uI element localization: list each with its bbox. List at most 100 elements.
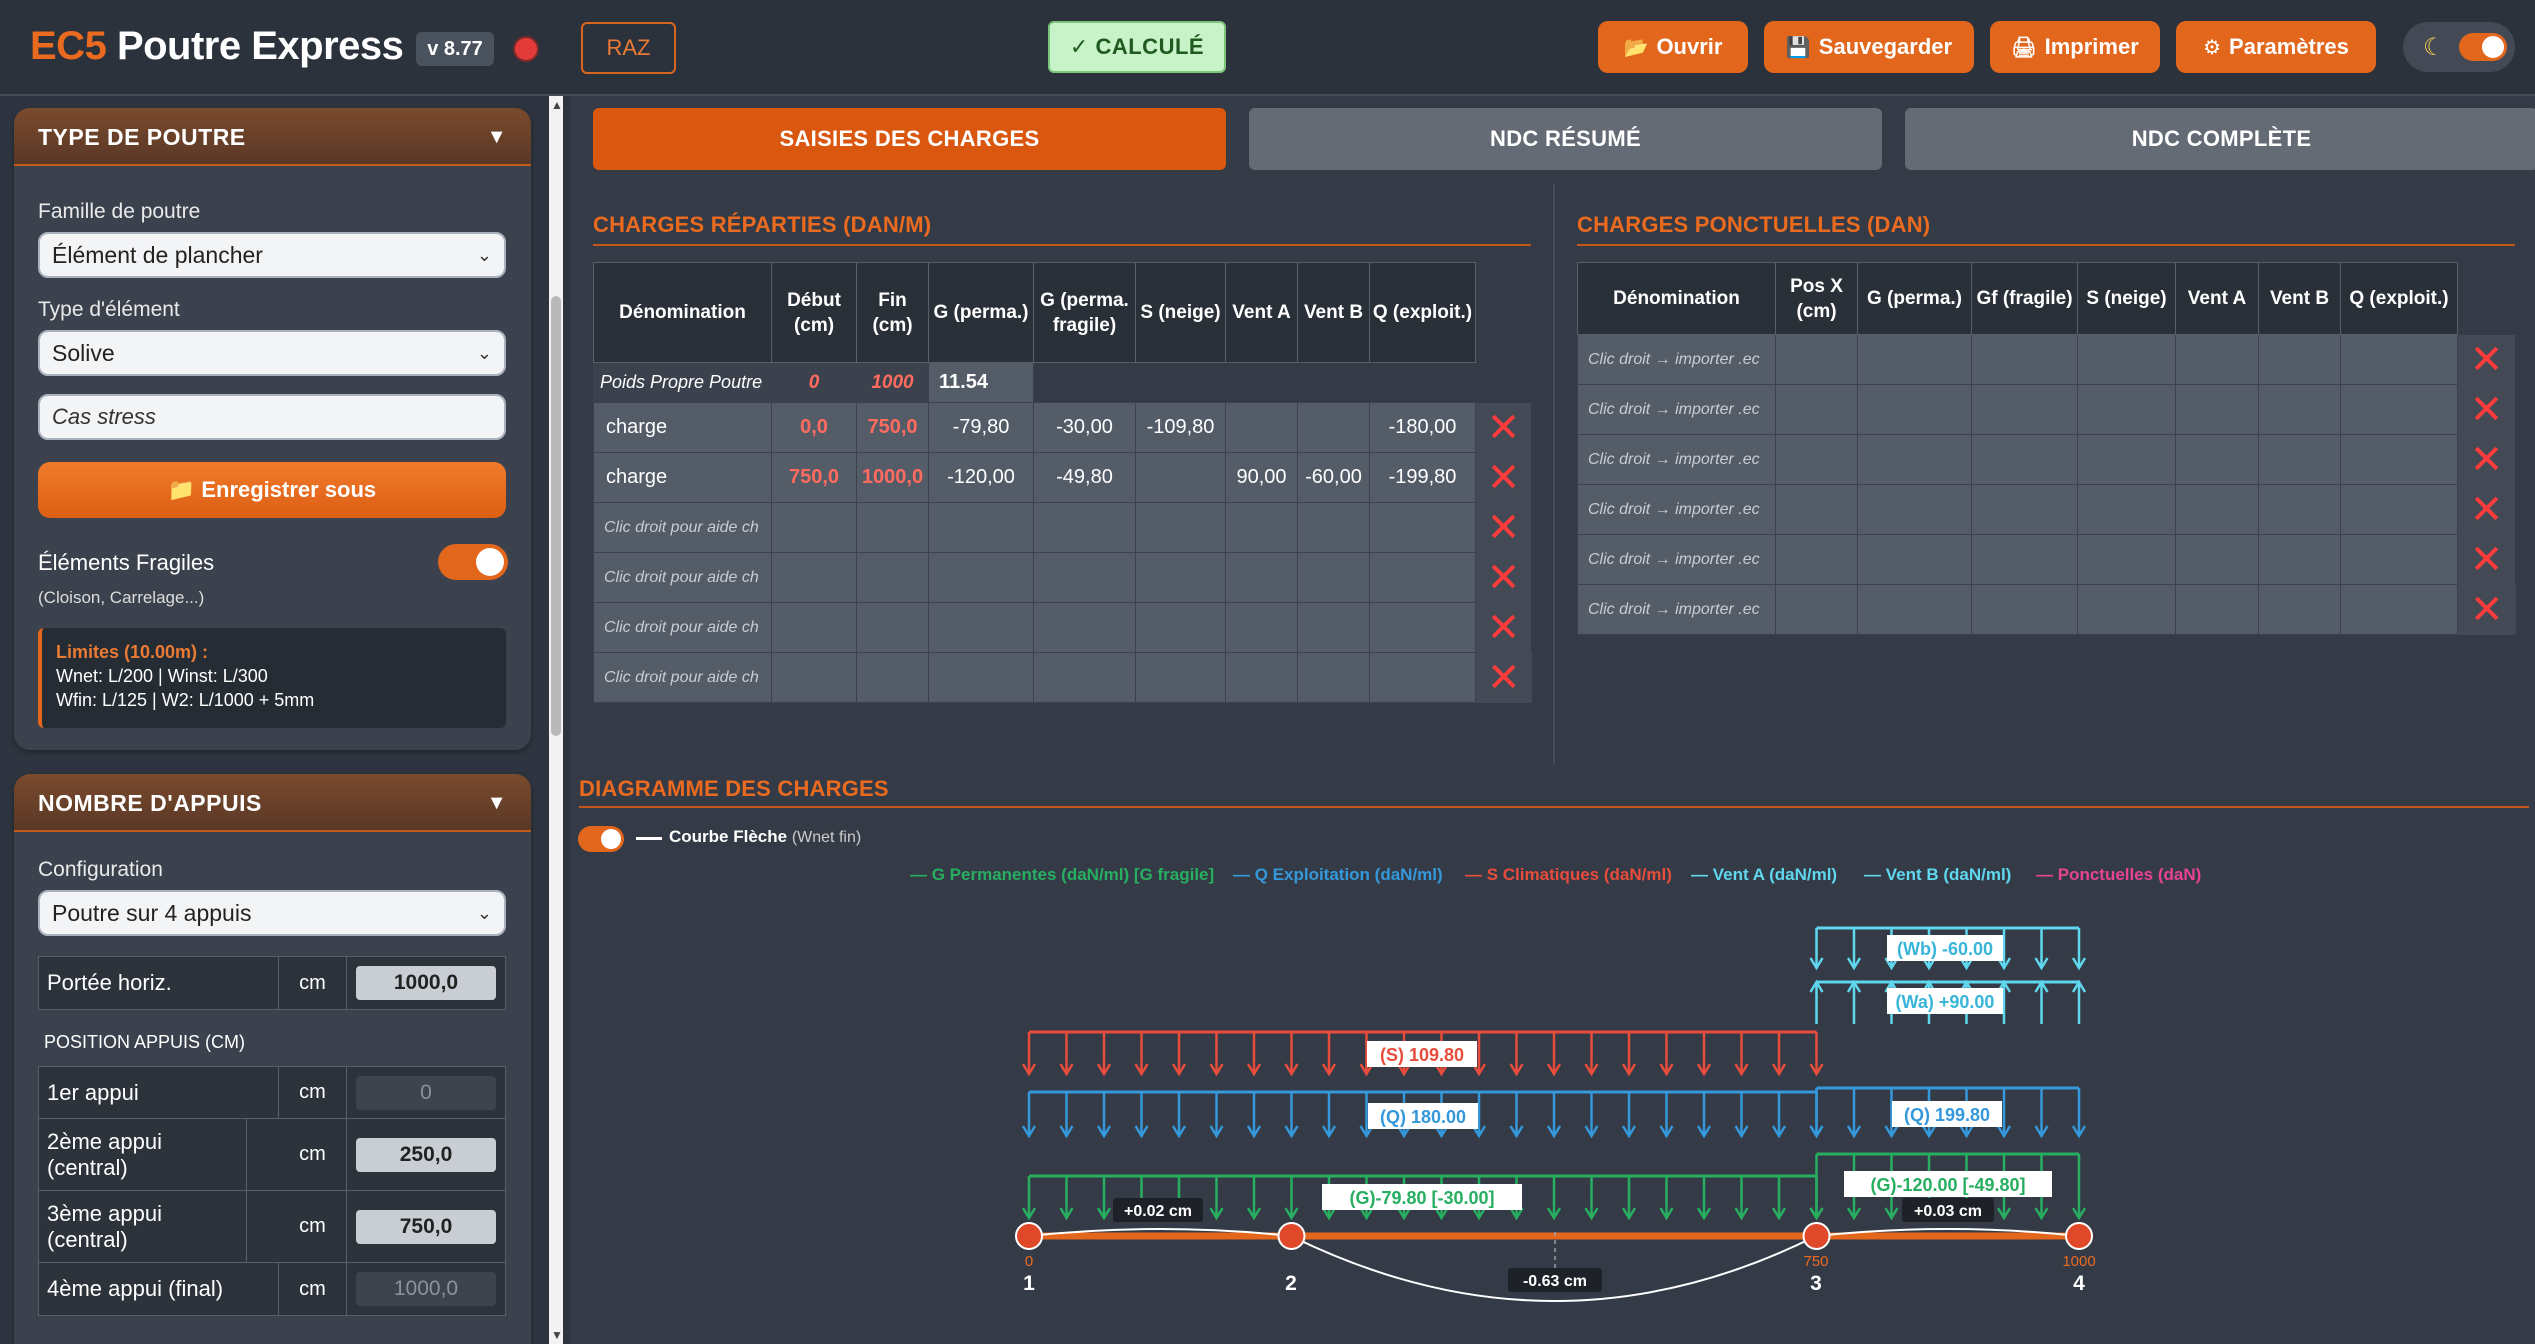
q1-arrowhead [1659, 1125, 1674, 1139]
family-select[interactable]: Élément de plancher ⌄ [38, 232, 506, 278]
label-box [1902, 1198, 1994, 1222]
limits-line: Wnet: L/200 | Winst: L/300 [56, 666, 268, 686]
folder-icon: 📁 [167, 477, 202, 502]
open-button[interactable]: 📂 Ouvrir [1598, 21, 1748, 73]
settings-button[interactable]: ⚙ Paramètres [2176, 21, 2376, 73]
column-header: G (perma.) [1857, 262, 1972, 335]
support-number: 4 [2073, 1272, 2085, 1295]
supports-header[interactable]: NOMBRE D'APPUIS ▼ [14, 774, 531, 832]
beam-type-header[interactable]: TYPE DE POUTRE ▼ [14, 108, 531, 166]
fragile-toggle[interactable] [438, 544, 508, 580]
delete-row-icon[interactable]: ✕ [1486, 605, 1521, 650]
wind-b-arrowhead [2034, 957, 2049, 971]
table-row[interactable]: Clic droit → importer .ec ✕ [1577, 484, 2516, 535]
table-row[interactable]: Clic droit pour aide ch ✕ [593, 502, 1532, 553]
table-row[interactable]: Clic droit pour aide ch ✕ [593, 552, 1532, 603]
q1-arrowhead [1209, 1125, 1224, 1139]
position-input: 0 [356, 1076, 496, 1110]
g1-arrowhead [1546, 1207, 1562, 1221]
positions-table: 1er appui cm 0 2ème appui (central) cm 2… [38, 1066, 506, 1316]
q1-arrowhead [1696, 1125, 1712, 1139]
scroll-down-icon[interactable]: ▼ [551, 1328, 563, 1342]
print-button[interactable]: 🖨 Imprimer [1990, 21, 2160, 73]
folder-icon: 📂 [1623, 37, 1649, 59]
diagram-graphics [1015, 926, 2093, 1302]
app-header: EC5 Poutre Express v 8.77 RAZ ✓ CALCULÉ … [0, 0, 2535, 96]
delete-row-icon[interactable]: ✕ [1486, 655, 1521, 700]
q2-arrowhead [1809, 1125, 1824, 1139]
g1-arrowhead [1771, 1207, 1787, 1221]
delete-row-icon[interactable]: ✕ [1486, 505, 1521, 550]
calculated-status-button[interactable]: ✓ CALCULÉ [1048, 21, 1226, 73]
deflection-curve-toggle[interactable] [578, 826, 624, 852]
table-row[interactable]: Clic droit → importer .ec ✕ [1577, 384, 2516, 435]
table-row[interactable]: Clic droit → importer .ec ✕ [1577, 584, 2516, 635]
limits-line: Wfin: L/125 | W2: L/1000 + 5mm [56, 690, 315, 710]
sidebar-scrollbar[interactable]: ▲ ▼ [549, 96, 563, 1344]
element-select[interactable]: Solive ⌄ [38, 330, 506, 376]
span-input[interactable]: 1000,0 [356, 966, 496, 1000]
snow-arrowhead [1359, 1063, 1374, 1077]
table-row[interactable]: Clic droit pour aide ch ✕ [593, 652, 1532, 703]
wind-b-arrowhead [1921, 957, 1937, 971]
delete-row-icon[interactable]: ✕ [1486, 455, 1521, 500]
g1-arrowhead [1434, 1207, 1449, 1221]
config-select[interactable]: Poutre sur 4 appuis ⌄ [38, 890, 506, 936]
q1-label: (Q) 180.00 [1380, 1107, 1466, 1127]
delete-row-icon[interactable]: ✕ [2469, 537, 2504, 582]
delete-row-icon[interactable]: ✕ [1486, 555, 1521, 600]
tab-load-entry[interactable]: SAISIES DES CHARGES [593, 108, 1226, 170]
save-button[interactable]: 💾 Sauvegarder [1764, 21, 1974, 73]
scrollbar-thumb[interactable] [551, 296, 561, 736]
theme-toggle[interactable]: ☾ [2403, 22, 2515, 72]
snow-arrowhead [1809, 1063, 1824, 1077]
g1-arrowhead [1246, 1207, 1262, 1221]
q1-arrowhead [1734, 1125, 1749, 1139]
delete-row-icon[interactable]: ✕ [2469, 487, 2504, 532]
column-header: G (perma.) [928, 262, 1034, 363]
delete-row-icon[interactable]: ✕ [2469, 437, 2504, 482]
snow-arrowhead [1021, 1063, 1037, 1077]
distributed-table: Dénomination Début (cm) Fin (cm) G (perm… [593, 262, 1532, 703]
g2-arrowhead [2071, 1207, 2087, 1221]
section-divider [1577, 244, 2515, 246]
snow-arrowhead [1734, 1063, 1749, 1077]
table-header-row: Dénomination Pos X (cm) G (perma.) Gf (f… [1577, 262, 2516, 335]
case-name-input[interactable]: Cas stress [38, 394, 506, 440]
g1-arrowhead [1321, 1207, 1337, 1221]
table-row[interactable]: charge 750,0 1000,0 -120,00 -49,80 90,00… [593, 452, 1532, 503]
table-row[interactable]: Clic droit → importer .ec ✕ [1577, 334, 2516, 385]
position-input[interactable]: 250,0 [356, 1138, 496, 1172]
delete-row-icon[interactable]: ✕ [1486, 405, 1521, 450]
position-label: 750 [1803, 1253, 1828, 1270]
delete-row-icon[interactable]: ✕ [2469, 337, 2504, 382]
column-header: Dénomination [593, 262, 772, 363]
position-input[interactable]: 750,0 [356, 1210, 496, 1244]
tab-ndc-full[interactable]: NDC COMPLÈTE [1905, 108, 2535, 170]
q2-arrowhead [1921, 1125, 1937, 1139]
moon-icon: ☾ [2423, 34, 2445, 61]
deflection-label-span2: -0.63 cm [1523, 1273, 1587, 1290]
snow-arrowhead [1321, 1063, 1337, 1077]
reset-button[interactable]: RAZ [581, 22, 676, 74]
delete-row-icon[interactable]: ✕ [2469, 587, 2504, 632]
table-row[interactable]: charge 0,0 750,0 -79,80 -30,00 -109,80 -… [593, 402, 1532, 453]
q1-arrowhead [1171, 1125, 1187, 1139]
table-row[interactable]: Clic droit → importer .ec ✕ [1577, 434, 2516, 485]
tab-ndc-summary[interactable]: NDC RÉSUMÉ [1249, 108, 1882, 170]
snow-arrowhead [1171, 1063, 1187, 1077]
wind-b-arrowhead [1959, 957, 1974, 971]
table-row[interactable]: Clic droit pour aide ch ✕ [593, 602, 1532, 653]
save-as-button[interactable]: 📁 Enregistrer sous [38, 462, 506, 518]
q1-arrowhead [1284, 1125, 1299, 1139]
q1-arrowhead [1546, 1125, 1562, 1139]
scroll-up-icon[interactable]: ▲ [551, 98, 563, 112]
legend-q: — Q Exploitation (daN/ml) [1233, 865, 1443, 884]
delete-row-icon[interactable]: ✕ [2469, 387, 2504, 432]
distributed-title: CHARGES RÉPARTIES (DAN/M) [593, 212, 932, 237]
position-row: 3ème appui (central) cm 750,0 [39, 1191, 505, 1263]
g1-arrowhead [1096, 1207, 1112, 1221]
column-header: S (neige) [1135, 262, 1226, 363]
chevron-down-icon: ⌄ [476, 343, 492, 363]
table-row[interactable]: Clic droit → importer .ec ✕ [1577, 534, 2516, 585]
